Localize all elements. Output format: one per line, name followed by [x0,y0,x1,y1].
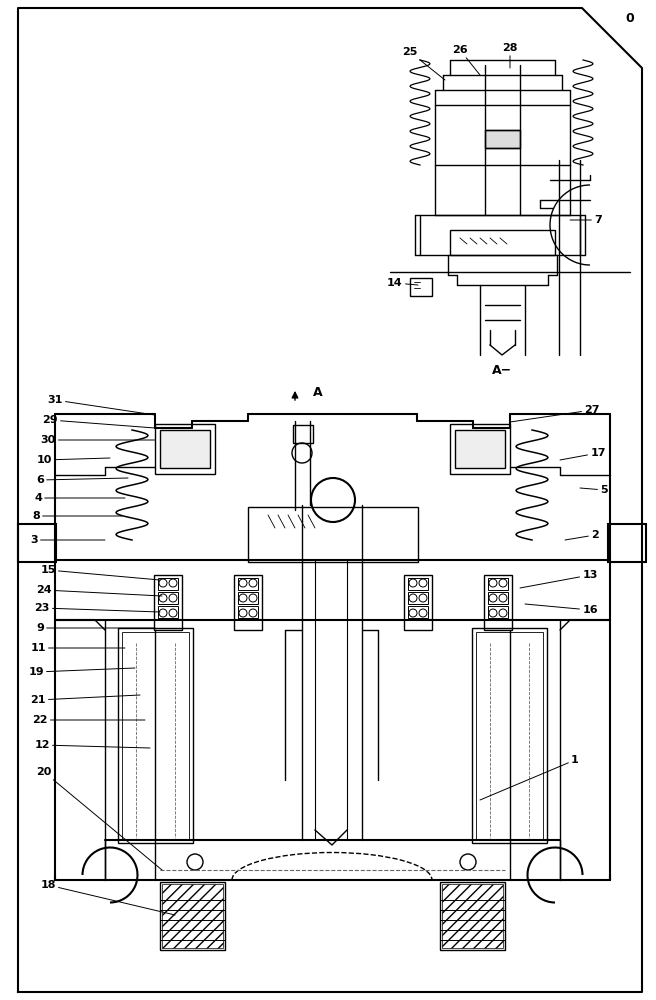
Bar [293,425,313,443]
Text: 15: 15 [40,565,160,580]
Text: 13: 13 [520,570,598,588]
Text: 21: 21 [30,695,140,705]
Bar [410,278,432,296]
Bar [450,424,510,474]
Text: 8: 8 [32,511,122,521]
Bar [408,578,428,590]
Text: 4: 4 [34,493,125,503]
Text: 6: 6 [36,475,128,485]
Bar [404,575,432,630]
Text: 16: 16 [525,604,598,615]
Text: 9: 9 [36,623,155,633]
Text: 11: 11 [30,643,125,653]
Text: 20: 20 [36,767,162,870]
Text: 19: 19 [28,667,135,677]
Bar [160,882,225,950]
Text: A: A [313,385,323,398]
Bar [442,884,503,948]
Bar [488,606,508,618]
Bar [408,592,428,604]
Bar [608,524,646,562]
Bar [248,507,418,562]
Bar [455,430,505,468]
Text: 23: 23 [34,603,160,613]
Bar [485,130,520,148]
Text: 18: 18 [40,880,175,915]
Bar [450,230,555,255]
Bar [238,592,258,604]
Bar [158,592,178,604]
Text: 2: 2 [565,530,599,540]
Text: 1: 1 [480,755,579,800]
Bar [440,882,505,950]
Bar [408,606,428,618]
Bar [18,524,56,562]
Text: 24: 24 [36,585,162,596]
Text: 29: 29 [42,415,155,428]
Text: 14: 14 [387,278,418,288]
Text: A−: A− [492,363,512,376]
Bar [160,430,210,468]
Text: 3: 3 [30,535,105,545]
Text: 31: 31 [47,395,155,415]
Text: 0: 0 [626,11,634,24]
Bar [118,628,193,843]
Bar [122,632,189,839]
Bar [484,575,512,630]
Text: 7: 7 [570,215,602,225]
Text: 12: 12 [34,740,150,750]
Bar [472,628,547,843]
Bar [154,575,182,630]
Bar [476,632,543,839]
Bar [238,606,258,618]
Bar [488,592,508,604]
Bar [155,424,215,474]
Ellipse shape [311,478,355,522]
Bar [158,606,178,618]
Text: 27: 27 [510,405,600,422]
Bar [162,884,223,948]
Bar [488,578,508,590]
Text: 26: 26 [452,45,480,75]
Text: 5: 5 [580,485,608,495]
Text: 17: 17 [560,448,605,460]
Text: 10: 10 [36,455,110,465]
Text: 25: 25 [402,47,445,80]
Text: 30: 30 [41,435,155,445]
Text: 22: 22 [32,715,145,725]
Text: 28: 28 [502,43,518,68]
Bar [234,575,262,630]
Bar [158,578,178,590]
Bar [238,578,258,590]
